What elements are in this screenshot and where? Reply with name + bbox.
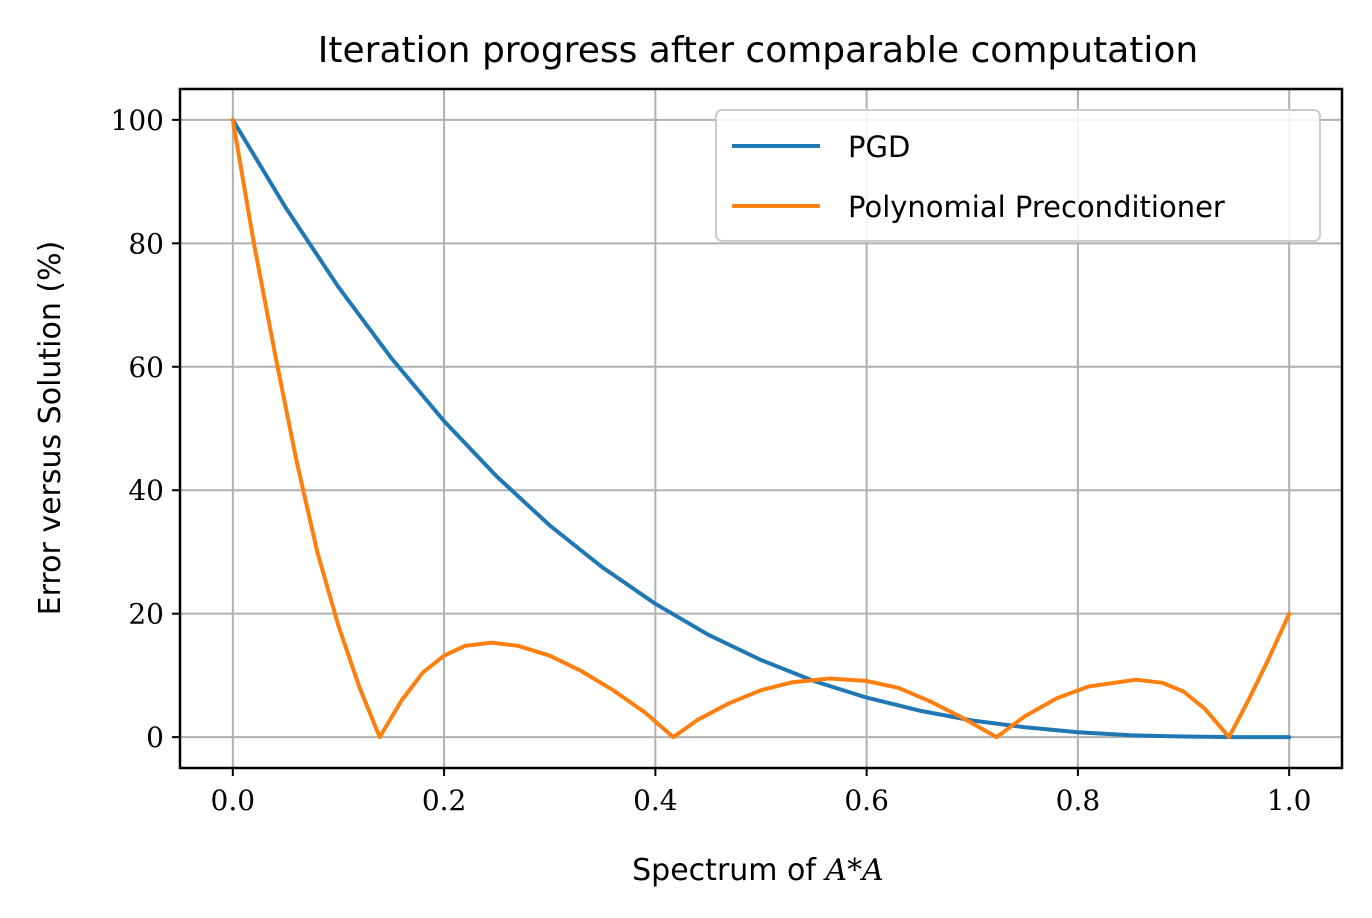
x-axis-label-prefix: Spectrum of: [632, 853, 825, 888]
x-tick-label: 0.6: [844, 784, 889, 817]
x-axis-label: Spectrum of A*A: [632, 853, 884, 888]
y-tick-label: 20: [128, 598, 164, 631]
legend-label-pgd: PGD: [848, 130, 910, 164]
legend-box: [715, 109, 1321, 242]
chart-title: Iteration progress after comparable comp…: [318, 30, 1198, 71]
x-tick-label: 0.2: [422, 784, 467, 817]
y-tick-label: 60: [128, 351, 164, 384]
y-tick-label: 80: [128, 227, 164, 260]
x-tick-label: 0.0: [211, 784, 256, 817]
legend-label-polynomial-preconditioner: Polynomial Preconditioner: [848, 190, 1225, 224]
y-axis-label: Error versus Solution (%): [33, 241, 68, 616]
x-tick-label: 0.8: [1056, 784, 1101, 817]
x-tick-label: 0.4: [633, 784, 678, 817]
plot-frame: [178, 87, 1344, 770]
series-line-pgd: [230, 117, 1292, 740]
x-axis-label-math: A*A: [823, 853, 884, 888]
y-tick-label: 40: [128, 474, 164, 507]
x-tick-label: 1.0: [1267, 784, 1312, 817]
ticks: 0.0 0.2 0.4 0.6 0.8 1.0 0 20 40 60 80 100: [111, 104, 1312, 817]
legend: PGD Polynomial Preconditioner: [715, 109, 1321, 242]
y-tick-label: 100: [111, 104, 164, 137]
series-layer: [230, 117, 1292, 740]
y-tick-label: 0: [146, 721, 164, 754]
series-line-polynomial-preconditioner: [230, 117, 1292, 740]
